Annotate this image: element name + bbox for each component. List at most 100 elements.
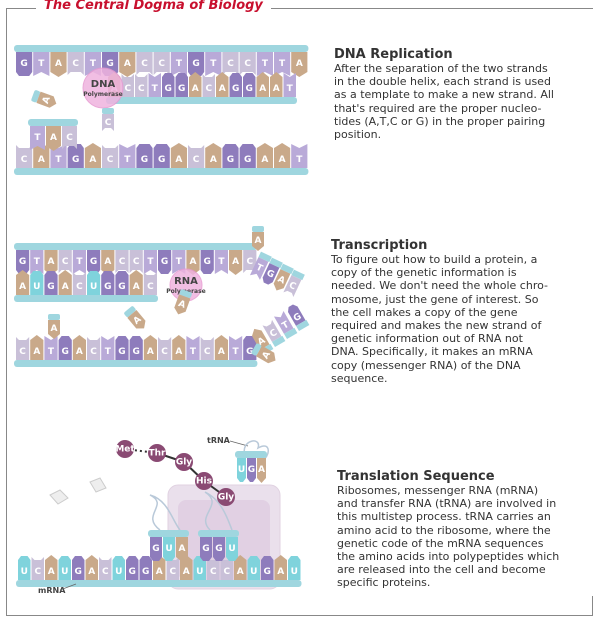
nucleotide-T: T bbox=[274, 52, 291, 76]
nucleotide-U: U bbox=[18, 556, 31, 580]
replication-diagram: GTACTGACCTGTCCTTAACCTGGACAGGAATCATGACTGG… bbox=[14, 45, 309, 175]
nucleotide-C: C bbox=[16, 337, 30, 360]
nucleotide-A: A bbox=[72, 335, 86, 360]
replication-title: DNA Replication bbox=[334, 47, 453, 62]
nucleotide-G: G bbox=[188, 52, 205, 76]
nucleotide-A: A bbox=[153, 555, 166, 580]
nucleotide-G: G bbox=[129, 336, 143, 360]
transcription-diagram: G T A C T G A C C T G T A G T A CT G A CA U G A C U G G A CC A T G A C T G G… bbox=[14, 226, 310, 367]
nucleotide-C: C bbox=[143, 272, 157, 295]
nucleotide-letter: G bbox=[47, 282, 54, 292]
transcription-bottom-strand-backbone bbox=[14, 360, 258, 367]
nucleotide-T: T bbox=[148, 73, 161, 97]
nucleotide-letter: A bbox=[179, 544, 186, 554]
nucleotide-C: C bbox=[220, 557, 233, 580]
free-nucleotide-A: A bbox=[174, 289, 192, 315]
nucleotide-letter: G bbox=[118, 347, 125, 357]
nucleotide-letter: C bbox=[161, 347, 168, 357]
nucleotide-letter: A bbox=[62, 282, 69, 292]
nucleotide-C: C bbox=[102, 145, 119, 168]
nucleotide-letter: U bbox=[228, 544, 235, 554]
free-trna: tRNA U G A bbox=[207, 436, 269, 483]
nucleotide-letter: G bbox=[248, 465, 255, 475]
nucleotide-letter: T bbox=[176, 59, 183, 69]
nucleotide-G: G bbox=[200, 250, 214, 274]
nucleotide-letter: A bbox=[296, 59, 303, 69]
nucleotide-C: C bbox=[158, 337, 172, 360]
nucleotide-A: A bbox=[44, 250, 58, 275]
nucleotide-G: G bbox=[16, 52, 33, 76]
nucleotide-letter: G bbox=[158, 155, 165, 165]
nucleotide-T: T bbox=[172, 250, 186, 274]
nucleotide-C: C bbox=[207, 557, 220, 580]
replication-top-strand-backbone bbox=[14, 45, 309, 52]
replication-new-top-strand-backbone bbox=[106, 97, 297, 104]
nucleotide-letter: C bbox=[66, 133, 73, 143]
translation-mrna-strand-backbone bbox=[16, 580, 302, 587]
replication-new-bottom-strand-backbone bbox=[28, 119, 78, 126]
svg-text:A: A bbox=[256, 336, 267, 348]
nucleotide-letter: C bbox=[193, 155, 200, 165]
nucleotide-letter: C bbox=[169, 567, 176, 577]
nucleotide-letter: G bbox=[104, 282, 111, 292]
nucleotide-letter: T bbox=[190, 347, 197, 357]
nucleotide-letter: U bbox=[21, 567, 28, 577]
nucleotide-G: G bbox=[126, 556, 139, 580]
nucleotide-letter: A bbox=[147, 347, 154, 357]
nucleotide-C: C bbox=[99, 557, 112, 580]
svg-text:A: A bbox=[177, 299, 187, 311]
nucleotide-letter: T bbox=[233, 347, 240, 357]
nucleotide-letter: A bbox=[124, 59, 131, 69]
nucleotide-letter: C bbox=[204, 347, 211, 357]
nucleotide-C: C bbox=[62, 126, 77, 149]
amino-acid-chain: Met Thr Gly His Gly bbox=[115, 440, 235, 506]
nucleotide-letter: C bbox=[246, 257, 253, 267]
transcription-title: Transcription bbox=[331, 238, 428, 253]
enzyme-subtitle: Polymerase bbox=[83, 91, 122, 98]
nucleotide-letter: G bbox=[161, 257, 168, 267]
translation-text: Ribosomes, messenger RNA (mRNA) and tran… bbox=[337, 484, 560, 590]
nucleotide-A: A bbox=[256, 143, 273, 168]
nucleotide-letter: T bbox=[90, 59, 97, 69]
nucleotide-letter: T bbox=[218, 257, 225, 267]
nucleotide-letter: A bbox=[104, 257, 111, 267]
nucleotide-letter: C bbox=[34, 567, 41, 577]
nucleotide-A: A bbox=[270, 72, 283, 97]
nucleotide-letter: T bbox=[76, 257, 83, 267]
nucleotide-C: C bbox=[115, 250, 129, 273]
nucleotide-T: T bbox=[143, 250, 157, 274]
nucleotide-G: G bbox=[87, 250, 101, 274]
nucleotide-letter: T bbox=[124, 155, 131, 165]
nucleotide-letter: G bbox=[264, 567, 271, 577]
nucleotide-T: T bbox=[186, 336, 200, 360]
nucleotide-letter: A bbox=[219, 84, 226, 94]
nucleotide-letter: G bbox=[142, 567, 149, 577]
nucleotide-letter: A bbox=[232, 257, 239, 267]
nucleotide-letter: C bbox=[107, 155, 114, 165]
svg-text:T: T bbox=[281, 320, 292, 332]
nucleotide-G: G bbox=[115, 336, 129, 360]
nucleotide-A: A bbox=[274, 555, 287, 580]
nucleotide-letter: G bbox=[106, 59, 113, 69]
nucleotide-G: G bbox=[158, 250, 172, 274]
nucleotide-A: A bbox=[101, 250, 115, 275]
enzyme-name: RNA bbox=[174, 276, 198, 287]
nucleotide-G: G bbox=[200, 537, 212, 561]
nucleotide-G: G bbox=[261, 556, 274, 580]
nucleotide-letter: T bbox=[105, 347, 112, 357]
free-nucleotide-A: A bbox=[31, 90, 57, 108]
nucleotide-letter: T bbox=[279, 59, 286, 69]
nucleotide-letter: A bbox=[50, 133, 57, 143]
nucleotide-U: U bbox=[247, 556, 260, 580]
nucleotide-letter: G bbox=[165, 84, 172, 94]
nucleotide-C: C bbox=[239, 52, 256, 75]
nucleotide-C: C bbox=[200, 337, 214, 360]
nucleotide-C: C bbox=[222, 52, 239, 75]
nucleotide-A: A bbox=[176, 537, 188, 562]
nucleotide-A: A bbox=[84, 143, 101, 168]
